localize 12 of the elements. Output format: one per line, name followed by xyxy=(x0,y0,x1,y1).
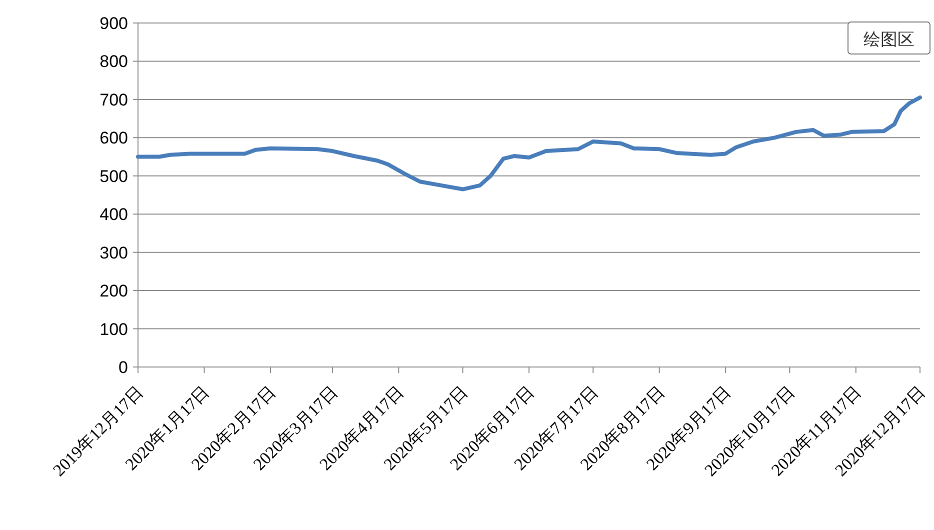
y-tick-label: 800 xyxy=(100,52,128,72)
y-tick-label: 400 xyxy=(100,205,128,224)
y-tick-label: 300 xyxy=(100,243,128,262)
annotation: 绘图区 xyxy=(864,30,914,50)
y-tick-label: 700 xyxy=(100,90,128,110)
y-tick-label: 600 xyxy=(100,128,128,148)
y-tick-label: 200 xyxy=(100,282,128,301)
y-tick-label: 0 xyxy=(118,358,128,377)
y-tick-label: 500 xyxy=(100,166,128,186)
y-tick-label: 100 xyxy=(100,320,128,339)
y-tick-label: 900 xyxy=(100,14,128,33)
line-series xyxy=(136,96,922,192)
